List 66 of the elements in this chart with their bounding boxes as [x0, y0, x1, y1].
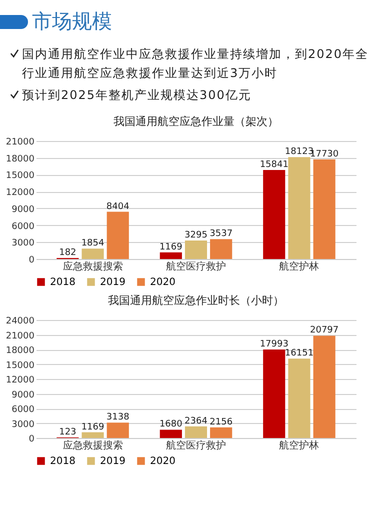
bar	[288, 358, 310, 438]
x-tick-label: 应急救援搜索	[62, 440, 123, 452]
data-label: 3295	[184, 230, 208, 240]
data-label: 1169	[159, 242, 183, 252]
bar	[313, 159, 336, 259]
data-label: 1169	[81, 422, 104, 432]
x-tick-label: 应急救援搜索	[62, 260, 123, 272]
x-tick-label: 航空医疗救护	[166, 260, 226, 272]
data-label: 20797	[310, 326, 339, 336]
y-tick-label: 21000	[6, 138, 35, 148]
text: 预计到2025年整机产业规模达300亿元	[22, 87, 252, 104]
bar	[263, 350, 286, 438]
x-tick-label: 航空护林	[279, 260, 320, 272]
bar	[160, 252, 182, 259]
y-tick-label: 15000	[6, 171, 35, 182]
legend-label: 2019	[100, 277, 126, 288]
chart-title: 我国通用航空应急作业量（架次）	[114, 115, 278, 128]
text: 国内通用航空作业中应急救援作业量持续增加，到2020年全行业通用航空应急救援作业量达到近3万小时	[22, 46, 370, 82]
data-label: 182	[59, 248, 76, 258]
bar	[106, 212, 129, 259]
bar	[210, 239, 232, 259]
bar	[184, 240, 208, 259]
y-tick-label: 6000	[12, 222, 35, 232]
chart-title: 我国通用航空应急作业时长（小时）	[108, 294, 284, 307]
data-label: 123	[59, 427, 76, 438]
data-label: 3537	[210, 229, 233, 240]
y-tick-label: 9000	[12, 390, 35, 400]
data-label: 16151	[284, 348, 314, 359]
data-label: 1680	[159, 420, 183, 430]
y-tick-label: 3000	[12, 420, 35, 430]
bar	[263, 170, 286, 259]
legend-label: 2019	[100, 456, 126, 467]
data-label: 1854	[81, 238, 104, 249]
bar	[210, 427, 232, 438]
legend-label: 2018	[50, 277, 76, 288]
y-tick-label: 9000	[12, 204, 35, 215]
bar	[82, 432, 104, 438]
data-label: 2156	[210, 417, 233, 428]
data-label: 17993	[260, 340, 288, 350]
y-tick-label: 21000	[6, 331, 35, 342]
legend-label: 2020	[150, 456, 176, 467]
y-tick-label: 24000	[6, 316, 35, 326]
y-tick-label: 12000	[6, 376, 35, 386]
bar	[106, 422, 129, 438]
data-label: 15841	[260, 160, 288, 170]
bar	[313, 336, 336, 438]
bar	[82, 248, 104, 259]
y-tick-label: 18000	[6, 154, 35, 164]
y-tick-label: 12000	[6, 188, 35, 198]
data-label: 8404	[106, 202, 130, 212]
x-tick-label: 航空医疗救护	[166, 440, 226, 452]
bar	[160, 430, 182, 438]
bar	[184, 426, 208, 438]
bar	[288, 157, 310, 259]
y-tick-label: 0	[28, 434, 35, 444]
legend-label: 2020	[150, 277, 176, 288]
y-tick-label: 18000	[6, 346, 35, 356]
y-tick-label: 6000	[12, 405, 35, 415]
legend-label: 2018	[50, 456, 76, 467]
y-tick-label: 0	[28, 256, 35, 266]
x-tick-label: 航空护林	[279, 440, 320, 452]
y-tick-label: 15000	[6, 360, 35, 371]
data-label: 2364	[184, 416, 208, 426]
data-label: 3138	[106, 412, 130, 423]
text: 市场规模	[31, 8, 113, 35]
y-tick-label: 3000	[12, 238, 35, 249]
